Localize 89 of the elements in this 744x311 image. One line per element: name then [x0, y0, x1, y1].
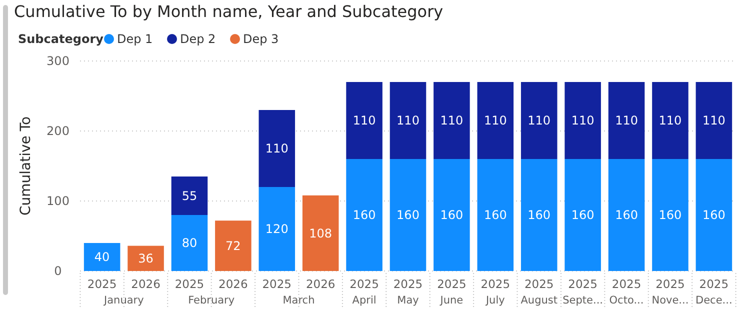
x-tick-label: 2026	[218, 277, 248, 292]
data-label: 110	[615, 114, 638, 128]
legend-label: Dep 2	[180, 32, 216, 46]
data-label: 36	[138, 252, 154, 266]
bar	[696, 159, 732, 271]
y-tick-label: 200	[46, 124, 70, 138]
data-label: 72	[226, 239, 241, 253]
text: February	[188, 294, 235, 307]
bar	[477, 82, 514, 159]
bar	[346, 82, 382, 159]
data-label: 110	[484, 114, 507, 128]
x-tick-label: 2025	[350, 277, 379, 292]
text: August	[520, 294, 558, 307]
x-tick-label: 2025	[656, 277, 685, 292]
x-tick-label: 2025	[480, 277, 510, 292]
data-label: 110	[528, 114, 551, 128]
text: May	[397, 294, 419, 307]
text: July	[484, 294, 505, 307]
data-label: 110	[396, 114, 420, 128]
bar	[171, 176, 208, 215]
x-tick-label: 2026	[306, 277, 336, 292]
bar	[564, 159, 601, 271]
text: June	[439, 294, 464, 307]
data-label: 160	[615, 208, 638, 222]
data-label: 120	[265, 222, 288, 236]
text: Dece...	[696, 294, 732, 307]
data-label: 108	[309, 226, 332, 240]
x-tick-label: 2025	[699, 277, 729, 292]
data-label: 160	[658, 208, 682, 222]
bar	[215, 220, 252, 271]
data-label: 110	[265, 142, 288, 156]
x-tick-label: 2025	[174, 277, 204, 292]
bar	[390, 159, 426, 271]
y-tick-label: 300	[46, 54, 70, 68]
data-label: 110	[702, 114, 726, 128]
data-label: 110	[440, 114, 464, 128]
data-label: 110	[658, 114, 682, 128]
bar	[652, 159, 688, 271]
bar	[652, 82, 688, 159]
x-tick-label: 2025	[437, 277, 466, 292]
bar	[258, 110, 296, 187]
data-label: 160	[571, 208, 594, 222]
x-tick-label: 2026	[131, 277, 160, 292]
bar	[128, 246, 164, 271]
data-label: 80	[182, 236, 198, 250]
bar	[84, 243, 120, 271]
bar	[608, 159, 645, 271]
data-label: 160	[702, 208, 726, 222]
data-label: 160	[484, 208, 507, 222]
text: Octo...	[609, 294, 644, 307]
data-label: 40	[94, 250, 110, 264]
bar	[390, 82, 426, 159]
legend-title: Subcategory	[18, 32, 104, 46]
bar	[477, 159, 514, 271]
legend-label: Dep 3	[243, 32, 279, 46]
data-label: 110	[571, 114, 594, 128]
bar	[346, 159, 382, 271]
data-label: 160	[396, 208, 420, 222]
x-tick-label: 2025	[524, 277, 554, 292]
text: January	[103, 294, 144, 307]
data-label: 160	[528, 208, 551, 222]
y-axis-title: Cumulative To	[18, 116, 34, 216]
bar	[564, 82, 601, 159]
text: Septe...	[562, 294, 604, 307]
bar	[696, 82, 732, 159]
text: March	[282, 294, 315, 307]
bar	[258, 187, 296, 271]
data-label: 160	[352, 208, 376, 222]
x-tick-label: 2025	[612, 277, 642, 292]
bar	[608, 82, 645, 159]
bar	[302, 195, 339, 271]
bar	[171, 215, 208, 271]
x-tick-label: 2025	[568, 277, 598, 292]
y-tick-label: 100	[46, 194, 70, 208]
bar	[520, 159, 558, 271]
x-tick-label: 2025	[262, 277, 292, 292]
bar	[434, 82, 470, 159]
text: Nove...	[652, 294, 689, 307]
x-tick-label: 2025	[87, 277, 117, 292]
x-tick-label: 2025	[393, 277, 423, 292]
legend-label: Dep 1	[117, 32, 153, 46]
y-tick-label: 0	[54, 264, 62, 278]
chart-title: Cumulative To by Month name, Year and Subcategory	[14, 2, 444, 21]
data-label: 55	[182, 188, 198, 203]
bar	[520, 82, 558, 159]
data-label: 110	[352, 114, 376, 128]
text: April	[352, 294, 376, 307]
bar	[434, 159, 470, 271]
data-label: 160	[440, 208, 464, 222]
